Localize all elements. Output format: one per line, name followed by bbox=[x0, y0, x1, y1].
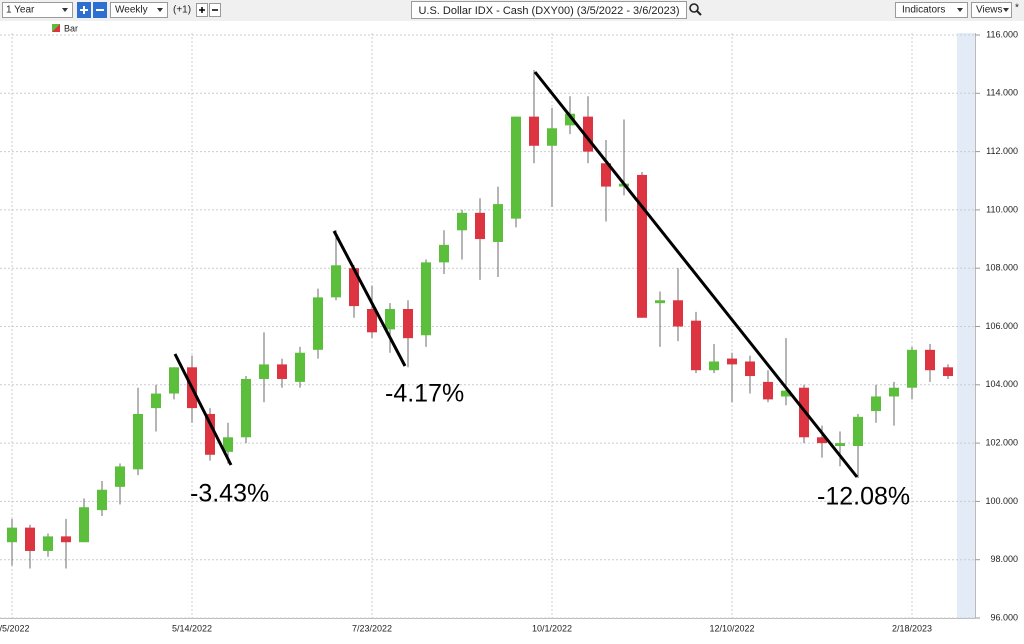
candle-body bbox=[673, 300, 683, 327]
y-tick-label: 106.000 bbox=[985, 321, 1018, 331]
range-select[interactable] bbox=[2, 2, 73, 18]
candle-body bbox=[43, 536, 53, 551]
plot-background bbox=[0, 22, 1024, 639]
candle-body bbox=[223, 437, 233, 452]
candle-body bbox=[691, 320, 701, 371]
indicators-text: Indicators bbox=[902, 5, 945, 16]
candle-body bbox=[475, 212, 485, 240]
candle-body bbox=[151, 393, 161, 409]
indicators-select[interactable] bbox=[895, 2, 968, 18]
candle-body bbox=[655, 300, 665, 304]
offset-text: (+1) bbox=[173, 5, 191, 16]
trend-line bbox=[173, 353, 233, 466]
annotation: -12.08% bbox=[817, 483, 910, 511]
candle-body bbox=[439, 244, 449, 263]
candle-body bbox=[583, 116, 593, 152]
y-tick-label: 114.000 bbox=[986, 88, 1018, 98]
x-tick-label: 2/18/2023 bbox=[892, 623, 932, 633]
candle-body bbox=[601, 163, 611, 187]
candle-body bbox=[313, 297, 323, 350]
candle-body bbox=[7, 527, 17, 543]
candle-body bbox=[745, 361, 755, 377]
star-text: * bbox=[1015, 3, 1019, 14]
candle-body bbox=[511, 116, 521, 219]
y-tick-label: 104.000 bbox=[985, 379, 1018, 389]
search-icon[interactable] bbox=[689, 3, 699, 13]
views-select[interactable] bbox=[971, 2, 1012, 18]
x-tick-label: 12/10/2022 bbox=[709, 623, 754, 633]
candle-body bbox=[385, 309, 395, 330]
candle-body bbox=[763, 381, 773, 400]
candle-body bbox=[169, 367, 179, 394]
legend-text: Bar bbox=[64, 23, 78, 33]
y-tick-label: 116.000 bbox=[986, 29, 1018, 39]
candle-body bbox=[97, 489, 107, 511]
candle-body bbox=[493, 204, 503, 242]
range-text: 1 Year bbox=[6, 5, 35, 16]
candle-body bbox=[277, 364, 287, 379]
candle-body bbox=[133, 413, 143, 470]
candle-body bbox=[637, 174, 647, 318]
views-text: Views bbox=[976, 5, 1003, 16]
plus-icon bbox=[80, 6, 88, 14]
x-tick-label: 7/23/2022 bbox=[352, 623, 392, 633]
search-icon-handle bbox=[696, 10, 702, 16]
candle-body bbox=[457, 212, 467, 231]
plus-icon bbox=[199, 7, 205, 13]
candle-body bbox=[817, 437, 827, 444]
annotation: -3.43% bbox=[190, 480, 269, 508]
symbol-text: U.S. Dollar IDX - Cash (DXY00) (3/5/2022… bbox=[418, 5, 679, 17]
dropdown-arrow bbox=[957, 8, 963, 12]
interval-select[interactable] bbox=[110, 2, 168, 18]
y-tick-label: 98.000 bbox=[990, 554, 1018, 564]
interval-text: Weekly bbox=[115, 5, 148, 16]
candle-body bbox=[295, 352, 305, 382]
candle-body bbox=[889, 387, 899, 397]
candle-body bbox=[205, 413, 215, 455]
candle-body bbox=[79, 507, 89, 543]
candle-body bbox=[853, 416, 863, 447]
candle-body bbox=[925, 349, 935, 371]
y-tick-label: 102.000 bbox=[985, 437, 1018, 447]
candle-body bbox=[349, 268, 359, 307]
dropdown-arrow bbox=[157, 8, 163, 12]
future-area bbox=[957, 33, 975, 618]
dropdown-arrow bbox=[62, 8, 68, 12]
candle-body bbox=[61, 536, 71, 543]
candle-body bbox=[565, 113, 575, 126]
dropdown-arrow bbox=[1003, 8, 1009, 12]
annotation: -4.17% bbox=[385, 380, 464, 408]
candle-body bbox=[331, 265, 341, 298]
y-tick-label: 100.000 bbox=[985, 496, 1018, 506]
candle-body bbox=[529, 116, 539, 146]
y-tick-label: 96.000 bbox=[990, 612, 1018, 622]
candle-body bbox=[943, 367, 953, 377]
candle-body bbox=[781, 390, 791, 397]
candle-body bbox=[115, 466, 125, 487]
candle-body bbox=[547, 128, 557, 146]
trend-line bbox=[332, 230, 407, 367]
candle-body bbox=[835, 443, 845, 447]
candle-body bbox=[709, 361, 719, 371]
candle-body bbox=[367, 309, 377, 333]
candle-body bbox=[907, 349, 917, 388]
candle-body bbox=[403, 309, 413, 339]
x-tick-label: 10/1/2022 bbox=[532, 623, 572, 633]
y-tick-label: 108.000 bbox=[985, 263, 1018, 273]
candle-body bbox=[259, 364, 269, 379]
candle-body bbox=[421, 262, 431, 336]
y-tick-label: 112.000 bbox=[986, 146, 1018, 156]
symbol-box[interactable] bbox=[411, 1, 687, 19]
candle-body bbox=[241, 378, 251, 438]
candle-body bbox=[25, 527, 35, 551]
legend-swatch bbox=[52, 24, 60, 32]
candle-body bbox=[727, 358, 737, 365]
trend-line bbox=[533, 71, 859, 478]
y-tick-label: 110.000 bbox=[986, 204, 1018, 214]
x-tick-label: 5/14/2022 bbox=[172, 623, 212, 633]
candle-body bbox=[871, 396, 881, 412]
x-tick-label: 3/5/2022 bbox=[0, 623, 30, 633]
